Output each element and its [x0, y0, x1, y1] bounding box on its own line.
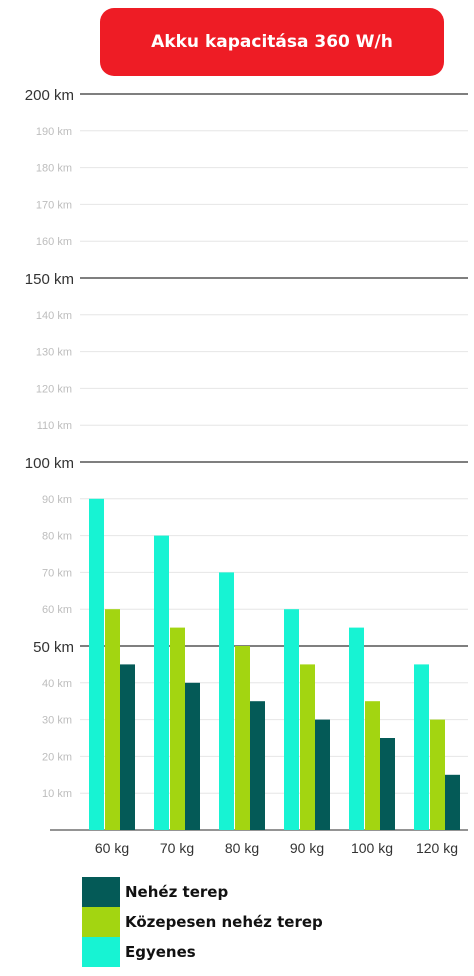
y-tick-label: 190 km [36, 126, 72, 138]
y-tick-label: 110 km [37, 420, 72, 432]
legend-swatch-kozepes [82, 907, 120, 937]
y-tick-label: 20 km [42, 751, 72, 763]
bar [89, 498, 104, 830]
bar [349, 627, 364, 830]
y-tick-label: 40 km [42, 678, 72, 690]
y-tick-label: 120 km [36, 383, 72, 395]
chart-legend: Nehéz terep Közepesen nehéz terep Egyene… [82, 877, 323, 967]
chart-title: Akku kapacitása 360 W/h [151, 32, 393, 52]
legend-item-kozepes: Közepesen nehéz terep [82, 907, 323, 937]
x-tick-label: 60 kg [95, 840, 129, 856]
y-tick-label: 30 km [42, 715, 72, 727]
y-tick-label: 50 km [33, 639, 74, 656]
y-tick-label: 10 km [42, 788, 72, 800]
bar [154, 535, 169, 830]
x-tick-label: 80 kg [225, 840, 259, 856]
legend-swatch-egyenes [82, 937, 120, 967]
x-tick-label: 120 kg [416, 840, 458, 856]
bar [219, 572, 234, 830]
y-tick-label: 90 km [42, 494, 72, 506]
y-tick-label: 130 km [36, 347, 72, 359]
bar [120, 664, 135, 830]
legend-item-egyenes: Egyenes [82, 937, 323, 967]
bar [315, 719, 330, 830]
x-tick-label: 70 kg [160, 840, 194, 856]
y-tick-label: 70 km [42, 567, 72, 579]
bar [235, 646, 250, 830]
bar-chart: 10 km 20 km 30 km 40 km 50 km 60 km 70 km 80 km… [25, 87, 468, 856]
legend-label-nehez: Nehéz terep [125, 883, 229, 901]
bar [430, 719, 445, 830]
bar [170, 627, 185, 830]
chart-title-banner: Akku kapacitása 360 W/h [100, 8, 444, 76]
legend-item-nehez: Nehéz terep [82, 877, 323, 907]
legend-label-egyenes: Egyenes [125, 943, 196, 961]
y-tick-label: 180 km [36, 163, 72, 175]
bar [105, 609, 120, 830]
y-tick-label: 170 km [36, 199, 72, 211]
bar [414, 664, 429, 830]
y-tick-label: 100 km [25, 455, 74, 472]
legend-swatch-nehez [82, 877, 120, 907]
y-tick-label: 150 km [25, 271, 74, 288]
bar [365, 701, 380, 830]
bar [445, 774, 460, 830]
y-tick-label: 160 km [36, 236, 72, 248]
bar [250, 701, 265, 830]
x-tick-label: 100 kg [351, 840, 393, 856]
y-tick-label: 60 km [42, 604, 72, 616]
x-tick-label: 90 kg [290, 840, 324, 856]
y-tick-label: 80 km [42, 531, 72, 543]
bar [185, 682, 200, 830]
y-tick-label: 140 km [36, 310, 72, 322]
bar [284, 609, 299, 830]
bar [380, 738, 395, 830]
legend-label-kozepes: Közepesen nehéz terep [125, 913, 323, 931]
y-tick-label: 200 km [25, 87, 74, 104]
bar [300, 664, 315, 830]
